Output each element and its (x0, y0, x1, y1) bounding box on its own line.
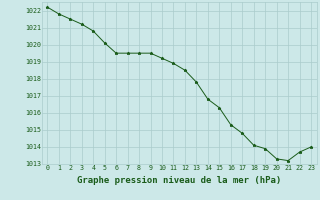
X-axis label: Graphe pression niveau de la mer (hPa): Graphe pression niveau de la mer (hPa) (77, 176, 281, 185)
